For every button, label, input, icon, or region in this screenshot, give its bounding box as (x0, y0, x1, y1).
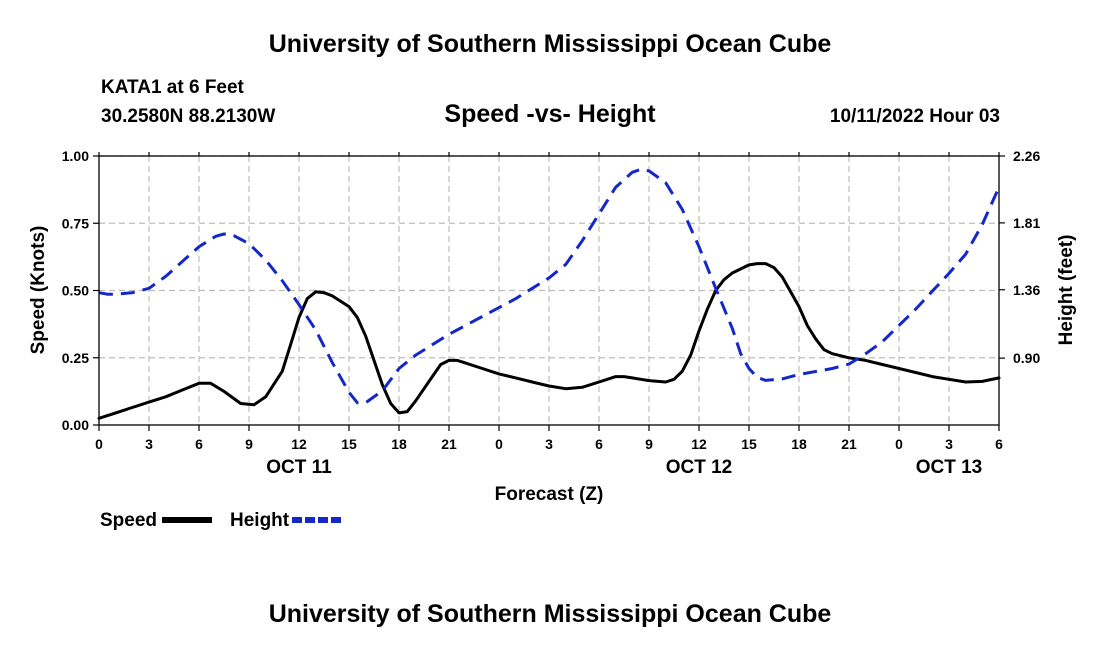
main-title: University of Southern Mississippi Ocean… (268, 30, 832, 58)
x-tick-label: 21 (441, 436, 457, 452)
height-series-line (98, 167, 1001, 405)
y-right-tick-label: 1.81 (1013, 215, 1040, 231)
x-tick-label: 21 (841, 436, 857, 452)
x-tick-label: 12 (691, 436, 707, 452)
speed-series-line (97, 262, 1001, 420)
x-tick-label: 3 (545, 436, 553, 452)
x-axis-label: Forecast (Z) (495, 484, 604, 505)
x-tick-label: 9 (645, 436, 653, 452)
y-left-tick-label: 0.50 (62, 283, 89, 299)
x-date-label: OCT 12 (666, 457, 733, 478)
x-tick-label: 0 (95, 436, 103, 452)
x-tick-label: 3 (145, 436, 153, 452)
station-coordinates: 30.2580N 88.2130W (101, 106, 276, 127)
legend-speed-label: Speed (100, 510, 157, 531)
forecast-run-time: 10/11/2022 Hour 03 (829, 106, 1000, 127)
chart-title: Speed -vs- Height (444, 100, 656, 128)
data-series (97, 167, 1001, 420)
x-tick-label: 6 (195, 436, 203, 452)
x-tick-label: 6 (995, 436, 1003, 452)
x-tick-label: 18 (791, 436, 807, 452)
x-tick-label: 12 (291, 436, 307, 452)
x-tick-label: 15 (341, 436, 357, 452)
y-left-tick-label: 1.00 (62, 148, 89, 164)
x-tick-label: 0 (495, 436, 503, 452)
station-label: KATA1 at 6 Feet (101, 77, 244, 98)
x-date-label: OCT 11 (266, 457, 332, 478)
y-left-tick-label: 0.00 (62, 417, 89, 433)
x-tick-label: 18 (391, 436, 407, 452)
x-tick-label: 15 (741, 436, 757, 452)
axis-ticks: 0 3 6 9 12 15 18 21 0 3 6 9 12 15 18 21 0 3 6 OCT 11 OCT 12 O… (62, 148, 1041, 478)
x-date-label: OCT 13 (916, 457, 983, 478)
x-tick-label: 3 (945, 436, 953, 452)
y-right-tick-label: 0.90 (1013, 350, 1040, 366)
legend-height-label: Height (230, 510, 290, 531)
x-tick-label: 0 (895, 436, 903, 452)
y-left-tick-label: 0.75 (62, 215, 89, 231)
y-right-tick-label: 1.36 (1013, 282, 1040, 298)
x-tick-label: 6 (595, 436, 603, 452)
y-axis-right-label: Height (feet) (1056, 235, 1077, 346)
y-axis-left-label: Speed (Knots) (28, 226, 49, 355)
y-right-tick-label: 2.26 (1013, 148, 1040, 164)
x-tick-label: 9 (245, 436, 253, 452)
legend: Speed Height (100, 510, 342, 531)
y-left-tick-label: 0.25 (62, 350, 89, 366)
footer-title: University of Southern Mississippi Ocean… (268, 600, 832, 628)
